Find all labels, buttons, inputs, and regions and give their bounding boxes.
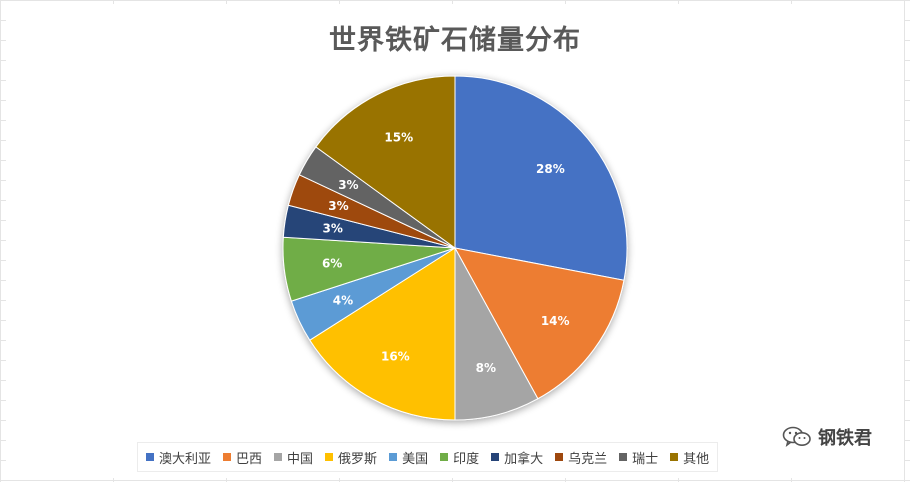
pie-slice-label-7: 3%	[328, 199, 348, 213]
chart-title: 世界铁矿石储量分布	[329, 25, 581, 56]
legend-item-8: 瑞士	[619, 448, 658, 467]
legend-swatch	[619, 453, 628, 461]
watermark-text: 钢铁君	[818, 428, 872, 449]
pie-chart: 28% 14% 8% 16% 4% 6% 3% 3% 3% 15%	[282, 75, 628, 421]
legend-item-6: 加拿大	[491, 448, 543, 467]
pie-slice-label-1: 14%	[541, 314, 570, 328]
pie-slice-9	[315, 75, 456, 249]
legend-label: 瑞士	[632, 451, 659, 467]
legend-item-2: 中国	[274, 448, 313, 467]
legend-label: 印度	[453, 451, 480, 467]
pie-slice-label-3: 16%	[381, 350, 410, 364]
legend-swatch	[274, 453, 283, 461]
legend-swatch	[440, 453, 449, 461]
legend-label: 其他	[683, 451, 710, 467]
legend-item-9: 其他	[670, 448, 709, 467]
legend-label: 中国	[287, 451, 314, 467]
pie-slice-label-4: 4%	[333, 294, 353, 308]
watermark: 钢铁君	[782, 424, 872, 450]
pie-slice-label-9: 15%	[384, 131, 413, 145]
legend-label: 美国	[402, 451, 429, 467]
legend-swatch	[491, 453, 500, 461]
legend-swatch	[146, 453, 154, 461]
legend-label: 加拿大	[504, 451, 544, 467]
pie-slice-label-8: 3%	[338, 178, 358, 192]
pie-slice-label-6: 3%	[322, 222, 342, 236]
legend-item-1: 巴西	[223, 448, 262, 467]
legend-swatch	[325, 453, 334, 461]
legend-swatch	[555, 453, 564, 461]
legend-item-4: 美国	[389, 448, 428, 467]
legend-label: 俄罗斯	[338, 451, 378, 467]
pie-slice-3	[309, 247, 456, 421]
pie-slice-0	[454, 75, 628, 281]
chart-area[interactable]: 世界铁矿石储量分布 28% 14% 8% 16% 4% 6% 3% 3% 3% 15% 澳大利亚 巴…	[6, 4, 904, 478]
pie-slices	[282, 75, 628, 421]
legend-swatch	[670, 453, 679, 461]
legend-item-0: 澳大利亚	[146, 448, 211, 467]
legend: 澳大利亚 巴西 中国 俄罗斯 美国 印度 加拿大 乌克兰 瑞士 其他	[137, 442, 719, 472]
legend-swatch	[389, 453, 398, 461]
wechat-icon	[782, 426, 811, 447]
pie-slice-label-5: 6%	[322, 257, 342, 271]
legend-label: 巴西	[236, 451, 263, 467]
legend-label: 乌克兰	[568, 451, 608, 467]
legend-label: 澳大利亚	[159, 451, 212, 467]
legend-swatch	[223, 453, 232, 461]
pie-slice-label-2: 8%	[476, 361, 496, 375]
legend-item-3: 俄罗斯	[325, 448, 377, 467]
pie-slice-label-0: 28%	[536, 162, 565, 176]
pie-labels: 28% 14% 8% 16% 4% 6% 3% 3% 3% 15%	[322, 131, 570, 375]
legend-item-7: 乌克兰	[555, 448, 607, 467]
legend-item-5: 印度	[440, 448, 479, 467]
pie-slice-1	[454, 247, 625, 400]
